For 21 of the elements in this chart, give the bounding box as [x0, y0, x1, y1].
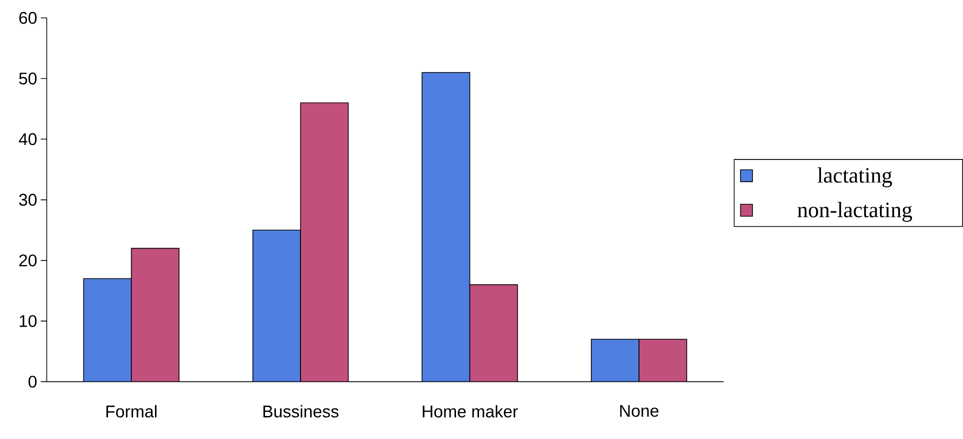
- legend-label: non-lactating: [798, 202, 912, 222]
- bar: [638, 338, 688, 382]
- bar: [300, 102, 348, 382]
- y-tick-label: 60: [19, 12, 37, 24]
- x-tick-label: None: [620, 404, 658, 417]
- bar: [590, 338, 640, 382]
- y-tick-label: 20: [19, 254, 37, 266]
- text: lactating: [818, 167, 892, 188]
- y-tick-label: 10: [20, 314, 37, 327]
- y-tick-label: 0: [28, 376, 37, 388]
- bar: [84, 278, 132, 382]
- y-tick-label: 50: [19, 72, 37, 84]
- x-tick-label: Formal: [106, 404, 156, 418]
- x-tick-label: Bussiness: [263, 404, 338, 418]
- y-tick-label: 40: [18, 133, 37, 145]
- bar: [252, 230, 301, 382]
- bar: [422, 72, 470, 382]
- x-tick-label: Home maker: [422, 404, 518, 418]
- bar: [470, 284, 518, 382]
- y-tick-label: 30: [19, 194, 37, 206]
- bar: [131, 248, 180, 382]
